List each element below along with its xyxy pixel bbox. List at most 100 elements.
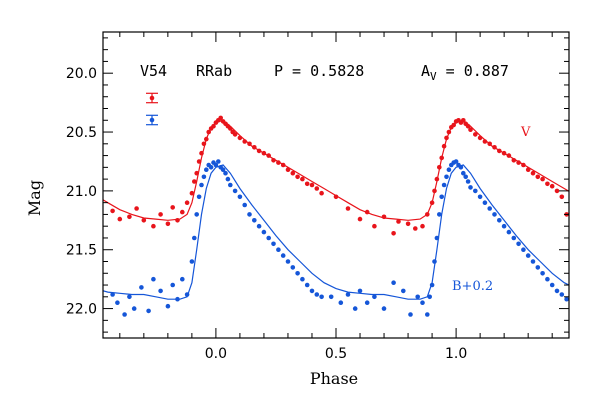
data-point-v	[110, 208, 115, 214]
data-point-b	[151, 276, 156, 282]
data-point-b	[345, 292, 351, 297]
data-point-b	[290, 265, 296, 270]
data-point-v	[446, 129, 452, 135]
data-point-v	[309, 182, 315, 188]
data-point-v	[482, 139, 488, 144]
data-point-v	[295, 174, 300, 180]
data-point-v	[314, 186, 320, 191]
data-point-b	[201, 174, 207, 180]
x-tick-label: 1.0	[445, 346, 467, 362]
data-point-v	[540, 176, 545, 182]
data-point-b	[319, 294, 324, 300]
data-point-v	[232, 132, 238, 137]
data-point-b	[453, 159, 459, 164]
plot-background	[103, 32, 569, 338]
data-point-v	[280, 162, 286, 168]
data-point-b	[266, 235, 272, 241]
data-point-v	[192, 179, 197, 184]
error-bar-legend	[146, 92, 158, 126]
data-point-b	[425, 312, 430, 317]
period-label: P = 0.5828	[274, 62, 364, 80]
data-point-v	[266, 153, 272, 158]
data-point-b	[497, 218, 502, 223]
data-point-v	[473, 132, 478, 137]
data-point-b	[420, 300, 425, 306]
data-point-v	[319, 190, 324, 196]
data-point-v	[271, 158, 276, 163]
data-point-v	[497, 148, 502, 154]
data-point-v	[247, 141, 252, 147]
data-point-b	[381, 306, 387, 311]
data-point-b	[256, 223, 262, 229]
data-point-v	[405, 221, 411, 227]
data-point-v	[290, 170, 296, 176]
data-point-b	[309, 288, 315, 294]
data-point-v	[300, 176, 305, 182]
data-point-b	[158, 288, 163, 294]
data-point-v	[413, 226, 418, 231]
data-point-b	[564, 296, 569, 302]
data-point-v	[559, 194, 565, 200]
data-point-v	[372, 223, 377, 229]
data-point-b	[352, 306, 358, 311]
data-point-b	[458, 165, 464, 170]
data-point-b	[232, 188, 238, 194]
info-line: V54 RRab P = 0.5828 AV = 0.887	[140, 62, 509, 83]
data-point-b	[247, 212, 252, 217]
y-axis-title: Mag	[25, 180, 44, 216]
data-point-b	[554, 288, 560, 294]
data-point-b	[434, 235, 440, 241]
data-point-v	[134, 206, 139, 211]
data-point-b	[559, 292, 565, 297]
y-tick-label: 21.0	[66, 184, 97, 200]
y-tick-label: 21.5	[66, 243, 97, 259]
data-point-v	[206, 129, 211, 135]
data-point-b	[408, 312, 413, 317]
data-point-v	[451, 122, 457, 128]
data-point-b	[175, 296, 180, 302]
data-point-v	[545, 181, 550, 187]
data-point-b	[441, 182, 447, 188]
data-point-v	[194, 170, 199, 176]
data-point-b	[304, 282, 310, 288]
series-label-b: B+0.2	[452, 279, 493, 294]
data-point-b	[540, 271, 545, 276]
data-point-b	[261, 229, 267, 235]
data-point-b	[208, 165, 214, 170]
data-point-v	[199, 150, 204, 156]
data-point-v	[158, 212, 163, 217]
data-point-v	[437, 165, 442, 170]
data-point-v	[468, 127, 473, 132]
data-point-b	[432, 259, 437, 264]
data-point-b	[535, 265, 541, 270]
data-point-b	[468, 185, 473, 190]
data-point-v	[432, 188, 437, 194]
data-point-v	[189, 190, 195, 196]
data-point-b	[501, 223, 507, 229]
series-label-v: V	[520, 125, 531, 140]
data-point-b	[280, 253, 286, 258]
amplitude-value: = 0.887	[437, 62, 509, 80]
data-point-v	[196, 159, 202, 164]
data-point-b	[189, 259, 195, 264]
data-point-v	[357, 216, 363, 222]
data-point-v	[521, 162, 526, 168]
data-point-b	[194, 212, 199, 217]
data-point-v	[420, 223, 425, 229]
data-point-v	[511, 158, 517, 163]
data-point-b	[461, 170, 466, 176]
data-point-b	[545, 276, 550, 282]
data-point-v	[151, 223, 156, 229]
data-point-v	[256, 148, 262, 154]
data-point-b	[213, 162, 219, 168]
data-point-v	[381, 214, 387, 220]
amplitude-label: AV = 0.887	[421, 62, 509, 83]
data-point-b	[216, 159, 221, 164]
data-point-b	[525, 253, 531, 258]
data-point-v	[180, 209, 185, 215]
data-point-v	[434, 176, 440, 182]
data-point-b	[477, 194, 483, 200]
data-point-b	[192, 235, 197, 241]
data-point-v	[304, 181, 310, 187]
